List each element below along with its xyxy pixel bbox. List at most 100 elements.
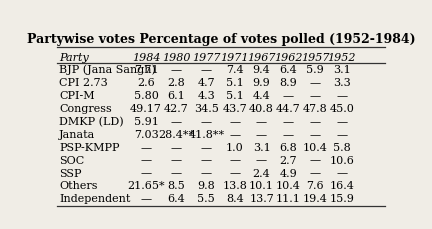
Text: 6.4: 6.4 — [280, 65, 297, 75]
Text: DMKP (LD): DMKP (LD) — [59, 116, 124, 126]
Text: —: — — [140, 168, 152, 178]
Text: 47.8: 47.8 — [303, 104, 327, 113]
Text: Party: Party — [59, 52, 89, 63]
Text: 1952: 1952 — [328, 52, 356, 63]
Text: Independent: Independent — [59, 194, 130, 204]
Text: —: — — [256, 155, 267, 165]
Text: —: — — [171, 65, 182, 75]
Text: 5.80: 5.80 — [133, 90, 159, 101]
Text: —: — — [229, 129, 240, 139]
Text: —: — — [229, 155, 240, 165]
Text: —: — — [337, 168, 347, 178]
Text: 1.0: 1.0 — [226, 142, 244, 152]
Text: —: — — [337, 90, 347, 101]
Text: SOC: SOC — [59, 155, 84, 165]
Text: CPI 2.73: CPI 2.73 — [59, 78, 108, 88]
Text: 9.4: 9.4 — [253, 65, 270, 75]
Text: —: — — [229, 168, 240, 178]
Text: 8.4: 8.4 — [226, 194, 244, 204]
Text: BJP (Jana Sangh): BJP (Jana Sangh) — [59, 65, 156, 75]
Text: 21.65*: 21.65* — [127, 181, 165, 191]
Text: 4.7: 4.7 — [197, 78, 215, 88]
Text: 2.8: 2.8 — [167, 78, 185, 88]
Text: —: — — [310, 129, 321, 139]
Text: 7.4: 7.4 — [226, 65, 244, 75]
Text: 1962: 1962 — [274, 52, 302, 63]
Text: 6.4: 6.4 — [167, 194, 185, 204]
Text: SSP: SSP — [59, 168, 82, 178]
Text: 9.9: 9.9 — [253, 78, 270, 88]
Text: 3.1: 3.1 — [333, 65, 351, 75]
Text: —: — — [140, 142, 152, 152]
Text: 6.8: 6.8 — [280, 142, 297, 152]
Text: 4.4: 4.4 — [253, 90, 270, 101]
Text: 9.8: 9.8 — [197, 181, 215, 191]
Text: 7.03: 7.03 — [133, 129, 159, 139]
Text: —: — — [310, 78, 321, 88]
Text: —: — — [201, 142, 212, 152]
Text: —: — — [337, 116, 347, 126]
Text: —: — — [140, 155, 152, 165]
Text: 5.9: 5.9 — [306, 65, 324, 75]
Text: 16.4: 16.4 — [330, 181, 354, 191]
Text: —: — — [310, 168, 321, 178]
Text: 1967: 1967 — [248, 52, 276, 63]
Text: —: — — [171, 168, 182, 178]
Text: —: — — [283, 116, 294, 126]
Text: 11.1: 11.1 — [276, 194, 301, 204]
Text: 45.0: 45.0 — [330, 104, 354, 113]
Text: Congress: Congress — [59, 104, 112, 113]
Text: Partywise votes Percentage of votes polled (1952-1984): Partywise votes Percentage of votes poll… — [27, 33, 416, 46]
Text: 1971: 1971 — [221, 52, 249, 63]
Text: 5.1: 5.1 — [226, 78, 244, 88]
Text: —: — — [171, 155, 182, 165]
Text: 34.5: 34.5 — [194, 104, 219, 113]
Text: 41.8**: 41.8** — [188, 129, 224, 139]
Text: 5.5: 5.5 — [197, 194, 215, 204]
Text: 13.8: 13.8 — [222, 181, 247, 191]
Text: 5.1: 5.1 — [226, 90, 244, 101]
Text: 4.9: 4.9 — [280, 168, 297, 178]
Text: 8.5: 8.5 — [167, 181, 185, 191]
Text: —: — — [140, 194, 152, 204]
Text: 3.1: 3.1 — [253, 142, 270, 152]
Text: PSP-KMPP: PSP-KMPP — [59, 142, 120, 152]
Text: —: — — [229, 116, 240, 126]
Text: —: — — [283, 90, 294, 101]
Text: 10.1: 10.1 — [249, 181, 274, 191]
Text: 10.4: 10.4 — [303, 142, 327, 152]
Text: Janata: Janata — [59, 129, 95, 139]
Text: 43.7: 43.7 — [222, 104, 247, 113]
Text: 13.7: 13.7 — [249, 194, 274, 204]
Text: —: — — [171, 116, 182, 126]
Text: 1977: 1977 — [192, 52, 221, 63]
Text: 2.7: 2.7 — [280, 155, 297, 165]
Text: —: — — [310, 90, 321, 101]
Text: 1957: 1957 — [301, 52, 329, 63]
Text: —: — — [310, 116, 321, 126]
Text: Others: Others — [59, 181, 98, 191]
Text: 15.9: 15.9 — [330, 194, 354, 204]
Text: 19.4: 19.4 — [303, 194, 327, 204]
Text: 7.71: 7.71 — [134, 65, 159, 75]
Text: 40.8: 40.8 — [249, 104, 274, 113]
Text: 49.17: 49.17 — [130, 104, 162, 113]
Text: —: — — [310, 155, 321, 165]
Text: 5.8: 5.8 — [333, 142, 351, 152]
Text: 10.4: 10.4 — [276, 181, 301, 191]
Text: —: — — [201, 116, 212, 126]
Text: —: — — [201, 168, 212, 178]
Text: —: — — [201, 65, 212, 75]
Text: 2.6: 2.6 — [137, 78, 155, 88]
Text: 6.1: 6.1 — [167, 90, 185, 101]
Text: —: — — [337, 129, 347, 139]
Text: 44.7: 44.7 — [276, 104, 301, 113]
Text: —: — — [256, 116, 267, 126]
Text: 10.6: 10.6 — [330, 155, 354, 165]
Text: 7.6: 7.6 — [306, 181, 324, 191]
Text: —: — — [171, 142, 182, 152]
Text: CPI-M: CPI-M — [59, 90, 95, 101]
Text: 1984: 1984 — [132, 52, 160, 63]
Text: 3.3: 3.3 — [333, 78, 351, 88]
Text: —: — — [256, 129, 267, 139]
